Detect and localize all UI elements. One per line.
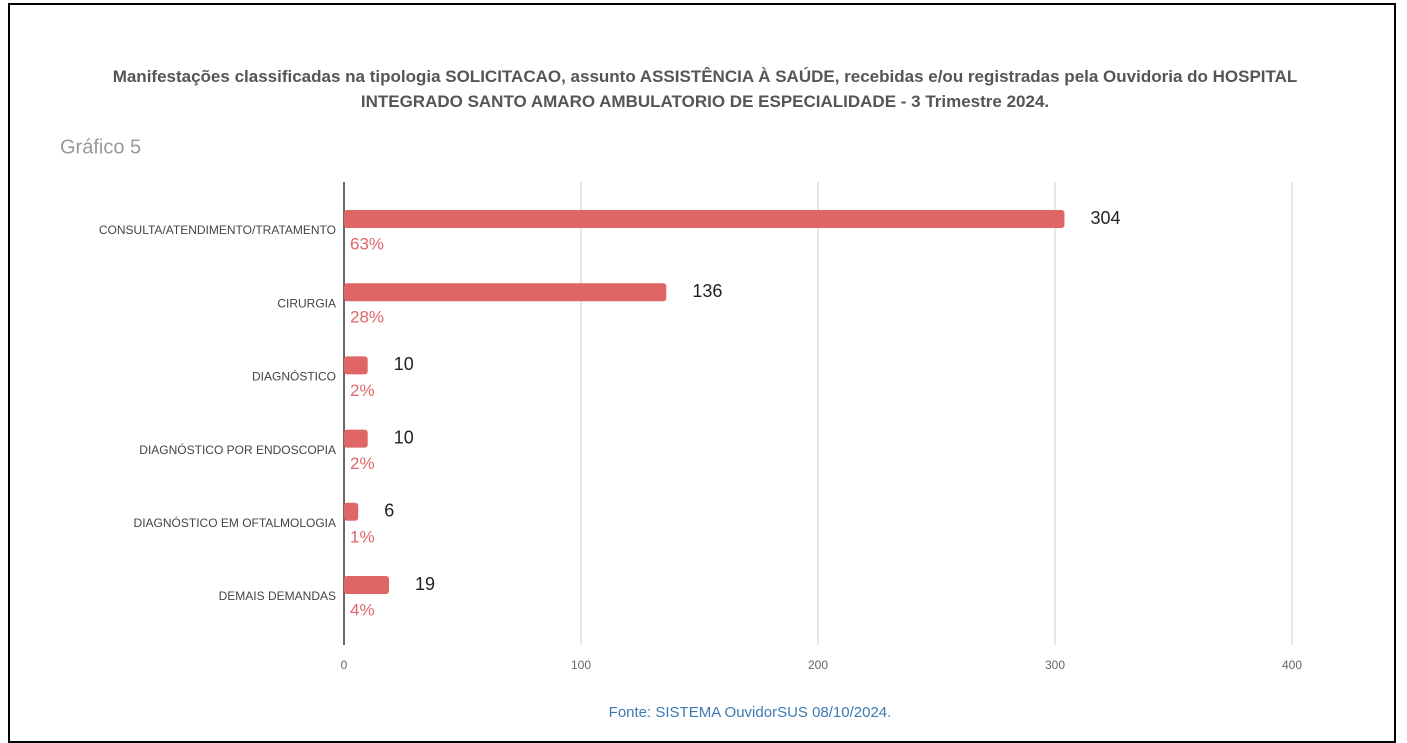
y-tick-label: CIRURGIA (277, 296, 336, 310)
data-label: 136 (692, 281, 722, 301)
bar (344, 576, 390, 594)
percent-label: 63% (350, 234, 384, 253)
percent-label: 4% (350, 600, 375, 619)
y-tick-label: DIAGNÓSTICO (252, 369, 336, 384)
bar (344, 502, 359, 521)
y-tick-label: DIAGNÓSTICO POR ENDOSCOPIA (139, 442, 336, 457)
bar (344, 429, 368, 448)
percent-label: 1% (350, 527, 375, 546)
data-label: 6 (384, 501, 394, 521)
data-label: 304 (1090, 208, 1120, 228)
percent-label: 2% (350, 381, 375, 400)
source-note: Fonte: SISTEMA OuvidorSUS 08/10/2024. (609, 704, 892, 721)
data-label: 10 (394, 427, 414, 447)
x-tick-label: 300 (1045, 658, 1065, 672)
chart-title: Manifestações classificadas na tipologia… (112, 67, 1298, 111)
bar (344, 283, 667, 302)
percent-label: 28% (350, 308, 384, 327)
bar (344, 210, 1065, 228)
y-tick-label: DIAGNÓSTICO EM OFTALMOLOGIA (134, 515, 336, 530)
data-label: 19 (415, 574, 435, 594)
chart-subtitle: Gráfico 5 (60, 136, 141, 158)
x-tick-label: 100 (571, 658, 591, 672)
x-tick-label: 200 (808, 658, 828, 672)
x-tick-label: 0 (341, 658, 348, 672)
data-label: 10 (394, 354, 414, 374)
y-tick-label: CONSULTA/ATENDIMENTO/TRATAMENTO (99, 223, 336, 237)
percent-label: 2% (350, 454, 375, 473)
y-tick-label: DEMAIS DEMANDAS (219, 589, 336, 603)
bar (344, 356, 368, 375)
x-tick-label: 400 (1282, 658, 1302, 672)
